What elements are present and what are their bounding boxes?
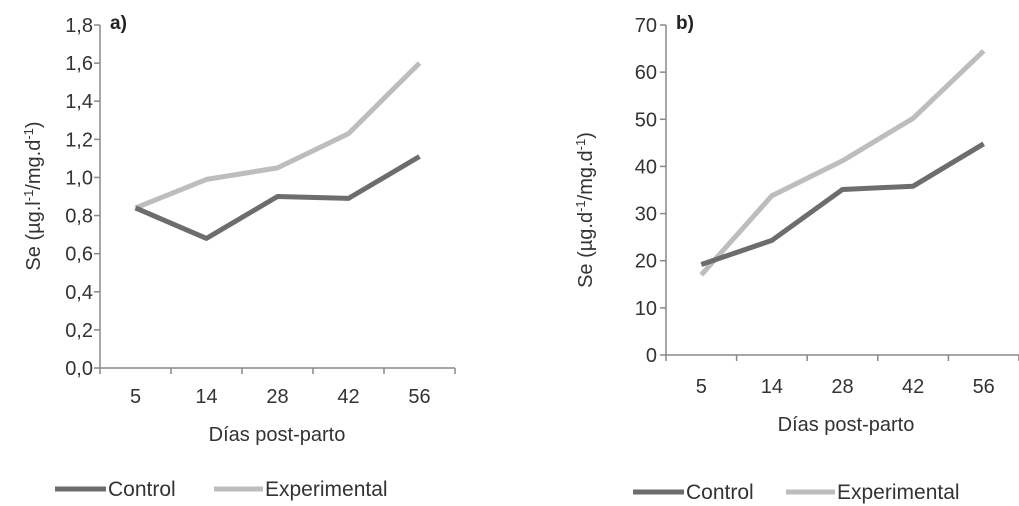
series-line-control [700,141,985,267]
y-tick-label: 1,0 [65,167,93,189]
x-tick-label: 14 [761,376,783,398]
y-tick-label: 50 [635,109,657,131]
x-tick-label: 56 [408,386,430,408]
y-tick-label: 30 [635,204,657,226]
x-tick-label: 56 [973,376,995,398]
x-axis-title: Días post-parto [778,414,915,436]
x-tick-label: 42 [902,376,924,398]
x-tick-label: 5 [130,386,141,408]
y-tick-label: 1,2 [65,129,93,151]
y-tick-label: 0,4 [65,282,93,304]
y-tick-label: 70 [635,15,657,37]
y-axis-title: Se (µg.l-1/mg.d-1) [21,121,46,270]
y-tick-label: 0,6 [65,244,93,266]
x-tick-label: 14 [195,386,217,408]
chart-panel-b: 0 10 20 30 40 50 60 70 5 14 28 42 56 Días post-parto S… [573,13,1019,504]
y-tick-label: 1,8 [65,15,93,37]
y-tick-label: 60 [635,62,657,84]
legend-label-experimental: Experimental [265,478,388,501]
legend-label-control: Control [108,478,176,501]
x-tick-label: 28 [266,386,288,408]
x-axis-title: Días post-parto [209,424,346,446]
y-tick-label: 0 [646,345,657,367]
series-line-experimental [699,49,986,277]
y-tick-label: 20 [635,251,657,273]
legend-label-control: Control [686,481,754,504]
x-tick-label: 42 [337,386,359,408]
y-tick-label: 1,4 [65,91,93,113]
x-tick-label: 28 [831,376,853,398]
y-axis-title: Se (µg.d-1/mg.d-1) [573,132,598,288]
y-tick-label: 0,8 [65,206,93,228]
y-tick-label: 0,0 [65,358,93,380]
series-line-experimental [134,61,422,211]
x-tick-label: 5 [696,376,707,398]
y-tick-label: 1,6 [65,53,93,75]
y-tick-label: 10 [635,298,657,320]
chart-panel-a: 0,0 0,2 0,4 0,6 0,8 1,0 1,2 1,4 1,6 1,8 5 14 28 42 56 D… [21,13,456,501]
legend-label-experimental: Experimental [837,481,960,504]
panel-label: a) [110,13,127,34]
y-tick-label: 40 [635,156,657,178]
panel-label: b) [676,13,694,34]
y-tick-label: 0,2 [65,320,93,342]
series-line-control [134,154,421,241]
